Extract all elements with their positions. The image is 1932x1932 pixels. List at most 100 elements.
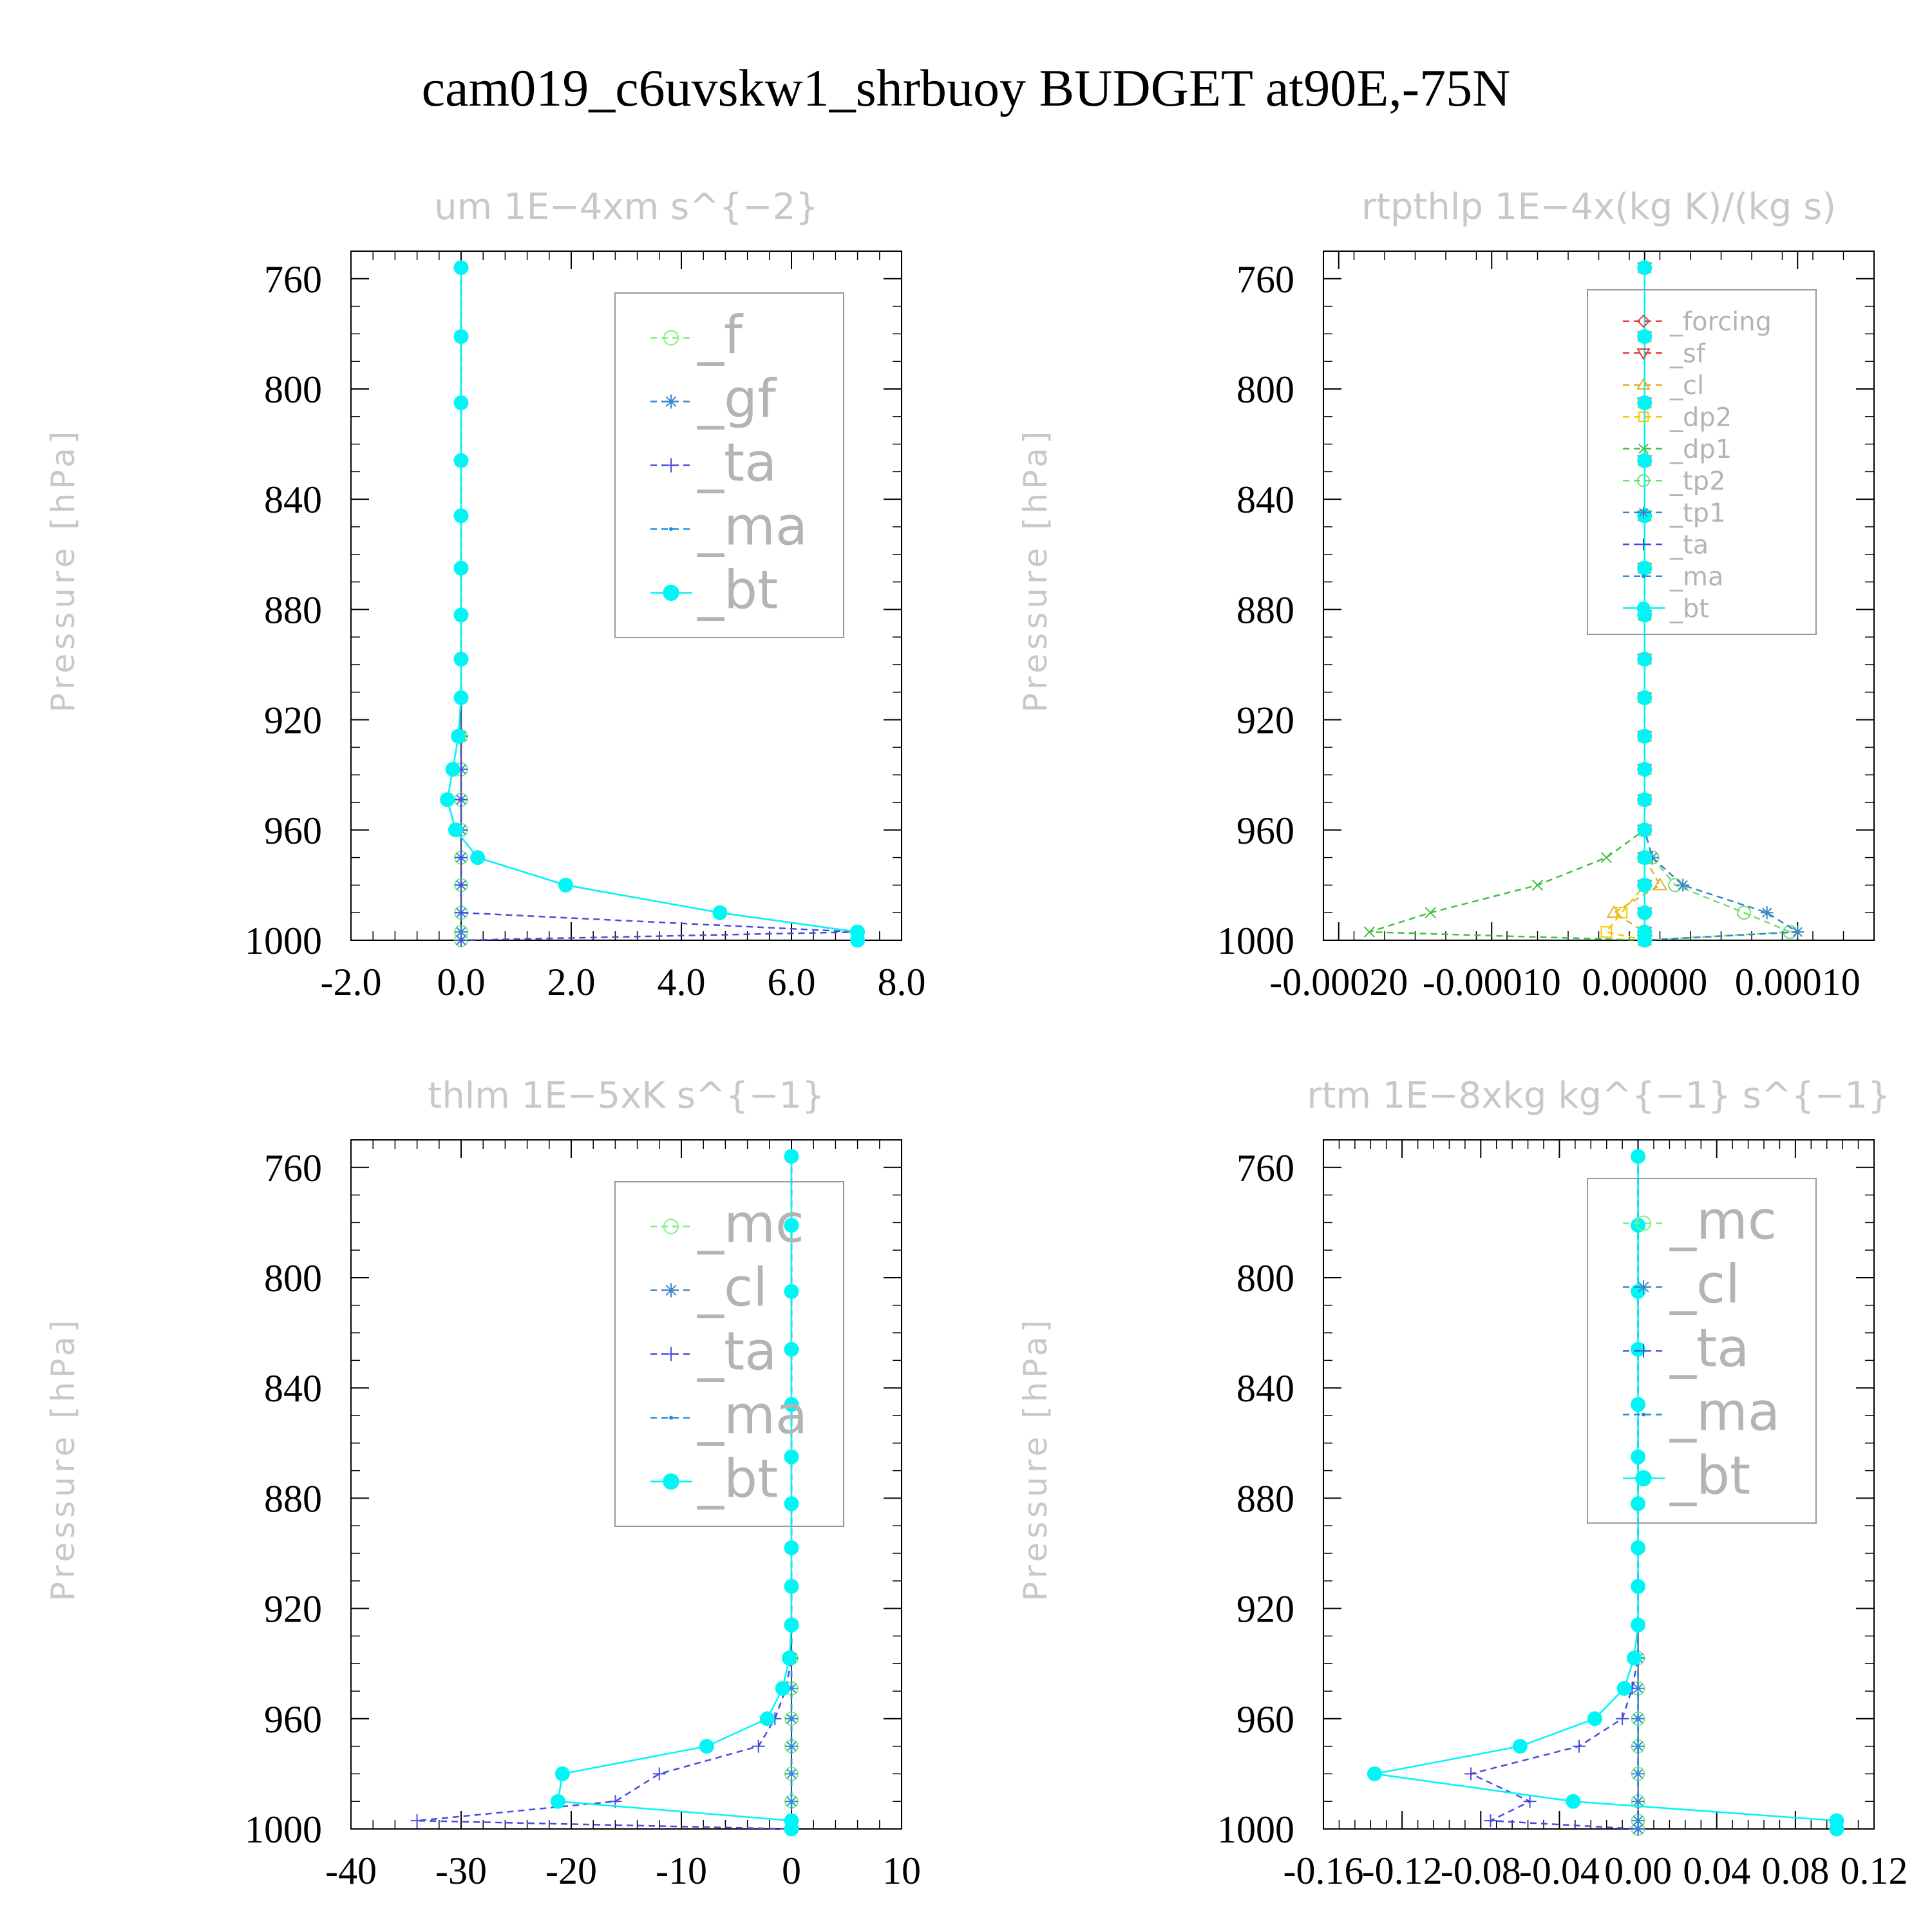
legend-marker [664,458,678,473]
legend-marker [669,527,673,531]
y-tick-label: 880 [264,1477,322,1520]
y-axis-label: Pressure [hPa] [1017,1316,1054,1602]
data-point-bt [1637,792,1653,808]
y-tick-label: 760 [264,258,322,301]
data-point-ma [1636,1716,1640,1721]
series-line-tp1 [1643,267,1801,942]
legend-label-f: _f [697,305,744,366]
data-point-bt [451,728,466,744]
data-point-bt [453,329,469,345]
data-point-cl [1606,905,1622,918]
legend-marker [1642,574,1645,578]
legend-box [614,1181,844,1527]
legend-marker [664,394,678,409]
data-point-bt [775,1681,790,1696]
data-point-bt [784,1149,799,1164]
data-point-ta [1484,1814,1497,1828]
y-axis-label: Pressure [hPa] [44,1316,82,1602]
x-tick-label: -2.0 [321,961,382,1003]
data-point-bt [448,822,463,838]
data-point-bt [453,395,469,410]
panel-title: thlm 1E−5xK s^{−1} [428,1075,825,1117]
plot-frame [350,1139,902,1830]
series-line-bt [446,267,858,940]
data-point-bt [1637,560,1653,576]
legend-label-tp1: _tp1 [1669,498,1726,528]
data-point-bt [784,1540,799,1555]
data-point-dp1 [1531,879,1544,891]
data-point-bt [453,651,469,667]
legend-marker [663,1218,679,1235]
y-tick-label: 760 [1236,258,1294,301]
x-tick-label: 0.0 [437,961,486,1003]
legend-label-mc: _mc [697,1194,804,1255]
y-tick-label: 760 [264,1147,322,1189]
legend-marker [1636,601,1651,615]
y-tick-label: 1000 [1217,1808,1294,1851]
data-point-bt [784,1218,799,1233]
data-point-cl [1652,877,1668,891]
data-point-bt [1637,877,1653,893]
legend-marker [663,330,679,346]
plot-frame [1323,1139,1875,1830]
data-point-ta [752,1739,765,1753]
data-point-bt [1631,1341,1646,1357]
legend-label-ma: _ma [697,497,808,558]
data-point-ma [1636,1799,1640,1804]
y-tick-label: 960 [264,1698,322,1741]
panel-title: rtpthlp 1E−4x(kg K)/(kg s) [1361,186,1836,228]
series-line-dp1 [1368,267,1645,942]
panel-title: rtm 1E−8xkg kg^{−1} s^{−1} [1307,1075,1890,1117]
legend-label-gf: _gf [697,369,777,430]
data-point-bt [1637,329,1653,345]
data-point-bt [784,1283,799,1299]
legend-marker [1638,443,1649,454]
x-tick-label: 0.08 [1761,1850,1829,1892]
chart-panel-1: um 1E−4xm s^{−2} Pressure [hPa] 760 800 840 8… [44,186,926,1003]
x-tick-label: -0.00020 [1269,961,1408,1003]
legend-label-bt: _bt [1669,1446,1750,1507]
data-point-bt [1631,1218,1646,1233]
y-tick-label: 880 [264,589,322,631]
legend-label-bt: _bt [697,560,778,621]
data-point-bt [1566,1794,1581,1809]
y-tick-label: 840 [1236,1367,1294,1410]
legend-label-cl: _cl [1669,371,1704,401]
data-point-bt [1616,1681,1632,1696]
legend-marker [669,1416,673,1420]
series-line-ta [1468,1156,1639,1830]
data-point-bt [1587,1711,1602,1727]
data-point-bt [784,1617,799,1633]
legend-marker [664,1283,678,1298]
data-point-ta [1572,1739,1586,1753]
legend-marker [1638,412,1649,422]
data-point-bt [1637,728,1653,744]
data-point-ma [790,1716,793,1721]
data-point-ta [455,906,468,920]
data-point-bt [1637,260,1653,276]
legend-box [1587,1178,1817,1524]
x-tick-label: 10 [882,1850,921,1892]
x-tick-label: 0.04 [1683,1850,1750,1892]
data-point-bt [712,905,728,920]
legend-label-bt: _bt [697,1449,778,1510]
data-point-bt [453,260,469,276]
data-point-bt [784,1449,799,1464]
data-point-bt [1637,395,1653,410]
data-point-bt [445,762,460,777]
data-point-ta [455,934,468,947]
data-point-bt [1631,1449,1646,1464]
series-line-ta [460,267,858,942]
legend-marker [663,1473,679,1490]
legend-marker [1636,314,1651,328]
legend-label-ta: _ta [697,433,777,494]
legend-marker [1635,1470,1652,1487]
y-tick-label: 880 [1236,589,1294,631]
series-line-ma [446,267,858,940]
x-tick-label: 0.00000 [1582,961,1707,1003]
data-point-bt [558,877,573,893]
data-point-bt [1637,850,1653,866]
x-tick-label: -30 [435,1850,487,1892]
series-line-bt [1374,1156,1838,1829]
x-tick-label: 0.12 [1841,1850,1908,1892]
